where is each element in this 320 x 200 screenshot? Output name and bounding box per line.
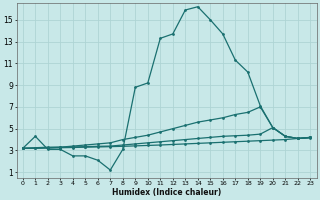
X-axis label: Humidex (Indice chaleur): Humidex (Indice chaleur) — [112, 188, 221, 197]
